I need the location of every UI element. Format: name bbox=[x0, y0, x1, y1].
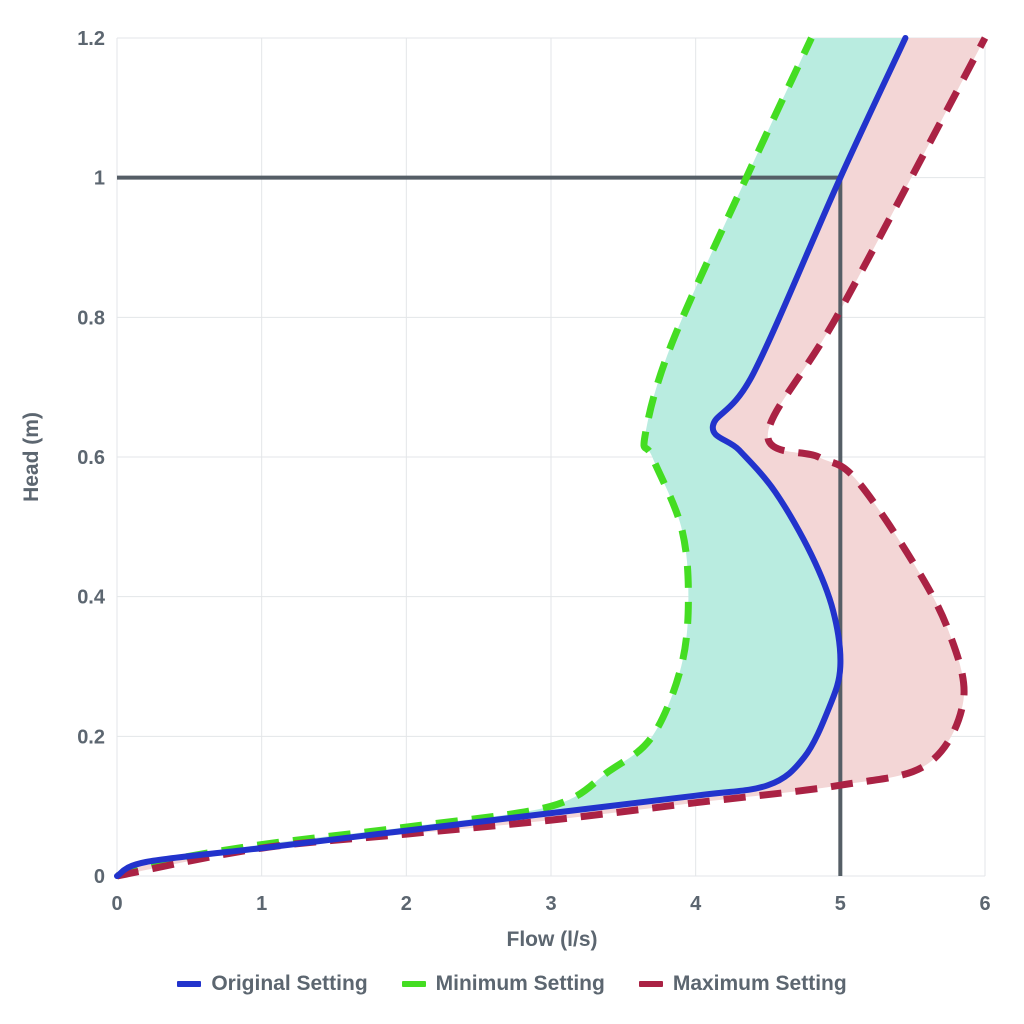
x-tick-label: 1 bbox=[256, 893, 267, 915]
legend-label-minimum: Minimum Setting bbox=[435, 972, 605, 995]
legend-item-original[interactable]: Original Setting bbox=[177, 972, 368, 996]
legend-item-minimum[interactable]: Minimum Setting bbox=[401, 972, 605, 996]
x-tick-label: 2 bbox=[401, 893, 412, 915]
tick-labels: 0 1 2 3 4 5 6 0 0.2 0.4 0.6 0.8 1 1.2 bbox=[77, 28, 990, 915]
series-line-minimum-setting bbox=[115, 36, 815, 880]
x-tick-label: 6 bbox=[979, 893, 990, 915]
y-tick-label: 0.4 bbox=[77, 587, 106, 609]
y-tick-label: 0.6 bbox=[77, 447, 105, 469]
legend-swatch-maximum bbox=[638, 981, 663, 987]
legend-label-original: Original Setting bbox=[211, 972, 368, 995]
x-tick-label: 5 bbox=[835, 893, 846, 915]
legend-label-maximum: Maximum Setting bbox=[672, 972, 847, 995]
x-tick-label: 3 bbox=[545, 893, 556, 915]
band-fill-1 bbox=[117, 38, 906, 876]
y-tick-label: 0.8 bbox=[77, 307, 105, 329]
chart: 0 1 2 3 4 5 6 0 0.2 0.4 0.6 0.8 1 1.2 Flow (l/s) Head… bbox=[20, 28, 991, 951]
y-tick-label: 1 bbox=[94, 168, 105, 190]
x-axis-title: Flow (l/s) bbox=[507, 928, 598, 951]
y-tick-label: 0 bbox=[94, 866, 105, 888]
x-tick-label: 0 bbox=[111, 893, 122, 915]
reference-lines bbox=[117, 175, 843, 876]
y-tick-label: 1.2 bbox=[77, 28, 105, 50]
series-line-maximum-setting bbox=[116, 36, 989, 880]
legend-swatch-minimum bbox=[401, 981, 426, 987]
x-tick-label: 4 bbox=[690, 893, 702, 915]
y-tick-label: 0.2 bbox=[77, 726, 105, 748]
series-lines bbox=[114, 35, 989, 880]
legend-item-maximum[interactable]: Maximum Setting bbox=[638, 972, 847, 996]
y-axis-title: Head (m) bbox=[20, 412, 43, 502]
series-line-original-setting bbox=[114, 35, 909, 879]
legend-swatch-original bbox=[177, 981, 202, 987]
legend: Original Setting Minimum Setting Maximum… bbox=[0, 972, 1024, 996]
